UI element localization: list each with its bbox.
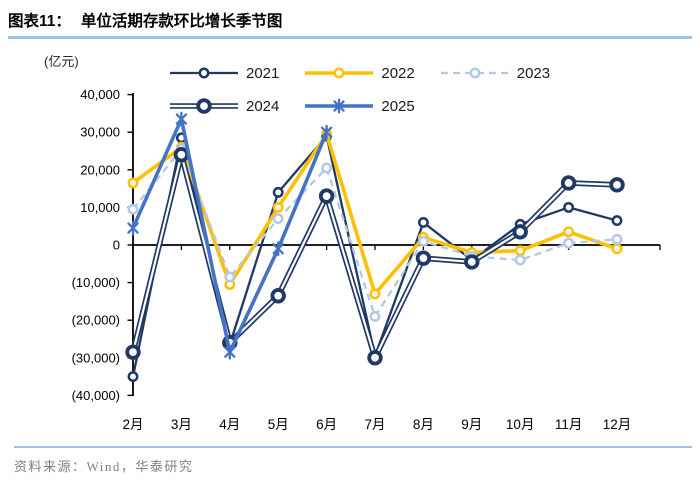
x-tick-label: 8月 (413, 417, 434, 432)
y-tick-label: 20,000 (80, 162, 120, 177)
x-tick-label: 10月 (506, 417, 535, 432)
x-tick-label: 3月 (171, 417, 192, 432)
title-underline (8, 36, 692, 39)
legend-item-2021: 2021 (168, 62, 279, 84)
y-tick-label: 0 (113, 238, 120, 253)
series-2021 (127, 130, 623, 383)
figure-tag: 图表11： (8, 13, 71, 30)
legend-item-2023: 2023 (439, 62, 550, 84)
legend-swatch-2021 (170, 67, 238, 79)
legend-item-2025: 2025 (303, 95, 415, 117)
series-2025 (127, 111, 333, 360)
y-tick-label: (20,000) (72, 313, 120, 328)
legend-label-2022: 2022 (381, 64, 415, 82)
series-2022 (127, 128, 623, 300)
legend-label-2023: 2023 (516, 64, 551, 82)
y-tick-label: 10,000 (80, 200, 120, 215)
x-tick-label: 12月 (603, 417, 632, 432)
legend-label-2025: 2025 (381, 97, 415, 115)
y-tick-label: 40,000 (80, 87, 120, 102)
legend-swatch-2025 (305, 98, 374, 114)
legend-swatch-2022 (305, 67, 374, 79)
y-tick-label: (10,000) (72, 275, 120, 290)
y-tick-label: 30,000 (80, 125, 120, 140)
y-tick-label: (40,000) (72, 388, 120, 403)
footer-rule (14, 446, 692, 448)
x-tick-label: 5月 (268, 417, 289, 432)
figure-title: 图表11： 单位活期存款环比增长季节图 (8, 9, 282, 31)
legend-label-2024: 2024 (246, 97, 280, 115)
legend-swatch-2024 (170, 98, 238, 114)
y-tick-label: (30,000) (72, 350, 120, 365)
legend-swatch-2023 (440, 67, 509, 79)
x-tick-label: 7月 (364, 417, 385, 432)
figure-title-text: 单位活期存款环比增长季节图 (80, 13, 283, 30)
source-note: 资料来源：Wind，华泰研究 (14, 459, 194, 474)
legend-label-2021: 2021 (246, 64, 280, 82)
y-axis-unit-label: (亿元) (44, 54, 79, 69)
x-tick-label: 9月 (461, 417, 482, 432)
x-tick-label: 4月 (219, 417, 240, 432)
legend-item-2022: 2022 (303, 62, 415, 84)
x-tick-label: 2月 (122, 417, 143, 432)
y-axis: (40,000) (30,000) (20,000) (10,000) 0 10,000 2… (72, 87, 134, 403)
legend-row-1: 2021 2022 2023 (168, 62, 574, 84)
x-tick-label: 11月 (555, 417, 583, 432)
legend-item-2024: 2024 (168, 95, 279, 117)
series-2024 (125, 147, 625, 366)
x-tick-label: 6月 (316, 417, 337, 432)
legend-row-2: 2024 2025 (168, 95, 439, 117)
